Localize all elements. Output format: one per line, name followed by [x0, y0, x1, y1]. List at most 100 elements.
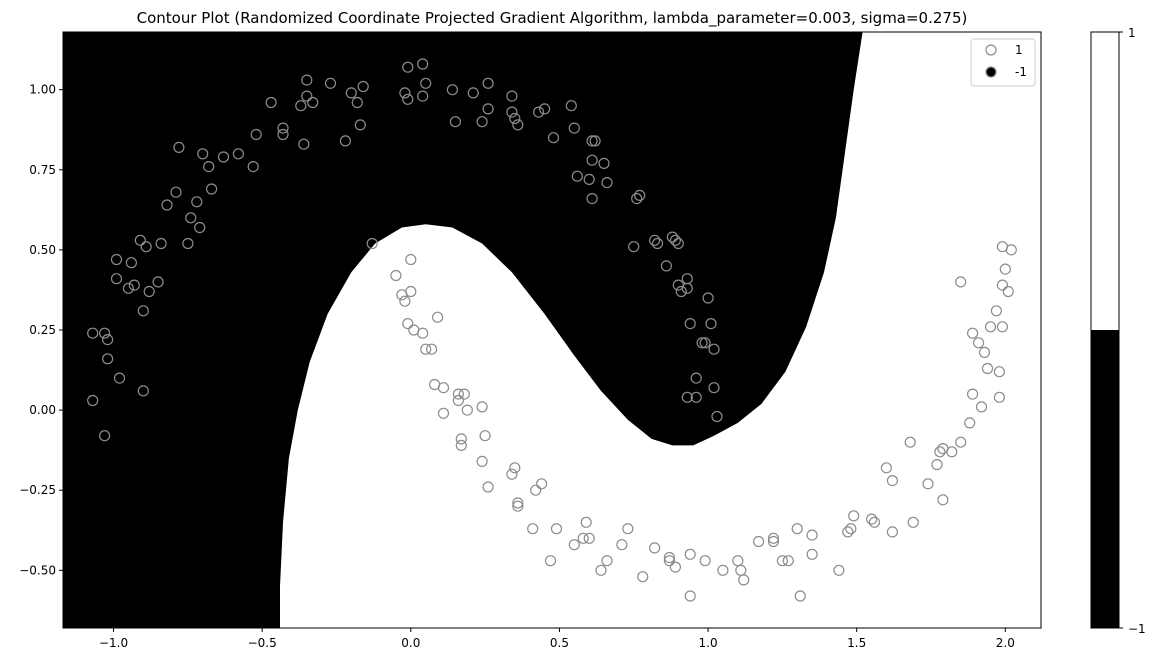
- data-point: [833, 564, 845, 576]
- data-point: [232, 148, 244, 160]
- data-point: [568, 539, 580, 551]
- data-point: [568, 122, 580, 134]
- data-point: [420, 343, 432, 355]
- data-point: [467, 87, 479, 99]
- data-point: [449, 116, 461, 128]
- data-point: [708, 382, 720, 394]
- data-point: [161, 199, 173, 211]
- y-tick-label: −0.25: [19, 483, 56, 497]
- data-point: [402, 318, 414, 330]
- data-point: [110, 253, 123, 266]
- legend-label-positive: 1: [1015, 43, 1023, 57]
- data-point: [402, 93, 414, 105]
- colorbar-frame: [1090, 31, 1120, 629]
- data-point: [990, 305, 1003, 317]
- data-point: [934, 446, 946, 458]
- x-tick-label: 0.0: [401, 636, 420, 650]
- legend: 1 -1: [970, 38, 1036, 87]
- data-point: [993, 391, 1006, 403]
- data-point: [277, 128, 289, 141]
- data-point: [420, 77, 432, 89]
- data-point: [966, 388, 979, 400]
- data-point: [886, 526, 899, 538]
- data-point: [669, 234, 682, 246]
- data-point: [482, 481, 494, 493]
- data-point: [265, 96, 277, 109]
- data-point: [975, 401, 988, 413]
- data-point: [634, 189, 646, 201]
- data-point: [137, 385, 149, 397]
- x-tick-label: −0.5: [248, 636, 277, 650]
- data-point: [417, 58, 429, 70]
- data-point: [437, 382, 450, 394]
- data-point: [880, 462, 893, 474]
- data-point: [455, 439, 467, 451]
- data-point: [752, 535, 765, 548]
- data-point: [137, 305, 149, 317]
- data-point: [806, 529, 818, 541]
- data-point: [128, 279, 140, 291]
- data-point: [946, 446, 958, 458]
- data-point: [87, 327, 99, 339]
- data-point: [357, 80, 369, 93]
- x-tick-label: 0.5: [550, 636, 569, 650]
- x-tick-label: 1.0: [699, 636, 718, 650]
- y-axis: −0.50 −0.25 0.00 0.25 0.50 0.75 1.00: [19, 83, 63, 577]
- data-point: [586, 193, 598, 205]
- data-point: [583, 532, 595, 544]
- y-tick-label: −0.50: [19, 563, 56, 577]
- data-point: [345, 87, 357, 99]
- data-point: [476, 401, 488, 413]
- data-point: [339, 135, 351, 147]
- data-point: [690, 372, 702, 384]
- data-point: [173, 141, 185, 153]
- data-point: [194, 221, 206, 234]
- data-point: [651, 237, 664, 250]
- data-point: [206, 183, 218, 195]
- data-point: [437, 407, 450, 419]
- data-point: [955, 436, 967, 448]
- data-point: [937, 494, 949, 506]
- data-point: [663, 555, 676, 567]
- data-point: [426, 343, 438, 355]
- data-point: [1002, 285, 1014, 298]
- data-point: [250, 128, 262, 141]
- data-point: [122, 282, 134, 294]
- data-point: [458, 388, 470, 400]
- data-point: [506, 106, 518, 118]
- data-point: [98, 430, 111, 442]
- data-point: [547, 132, 560, 144]
- data-point: [681, 282, 693, 294]
- data-point: [452, 388, 464, 400]
- data-point: [476, 116, 488, 128]
- data-point: [506, 90, 518, 102]
- data-point: [417, 90, 429, 102]
- data-point: [684, 548, 696, 560]
- plot-area: [62, 31, 1042, 629]
- data-point: [535, 478, 548, 490]
- data-point: [134, 234, 146, 246]
- data-point: [110, 273, 123, 285]
- data-point: [170, 186, 182, 198]
- data-point: [512, 497, 524, 509]
- data-point: [125, 257, 137, 269]
- data-point: [681, 391, 693, 403]
- data-point: [904, 436, 916, 448]
- data-point: [767, 535, 780, 548]
- data-point: [405, 285, 417, 298]
- data-point: [366, 237, 378, 250]
- colorbar-lower: [1091, 330, 1119, 628]
- colorbar: 1 −1: [1090, 26, 1146, 636]
- data-point: [637, 571, 649, 583]
- data-point: [964, 417, 976, 429]
- data-point: [417, 327, 429, 339]
- data-point: [842, 526, 854, 538]
- data-point: [301, 90, 313, 102]
- data-point: [966, 327, 979, 339]
- data-point: [996, 321, 1009, 333]
- chart-title: Contour Plot (Randomized Coordinate Proj…: [137, 9, 968, 28]
- data-point: [512, 500, 524, 512]
- data-point: [699, 337, 711, 349]
- data-point: [550, 523, 563, 535]
- data-point: [1005, 244, 1017, 256]
